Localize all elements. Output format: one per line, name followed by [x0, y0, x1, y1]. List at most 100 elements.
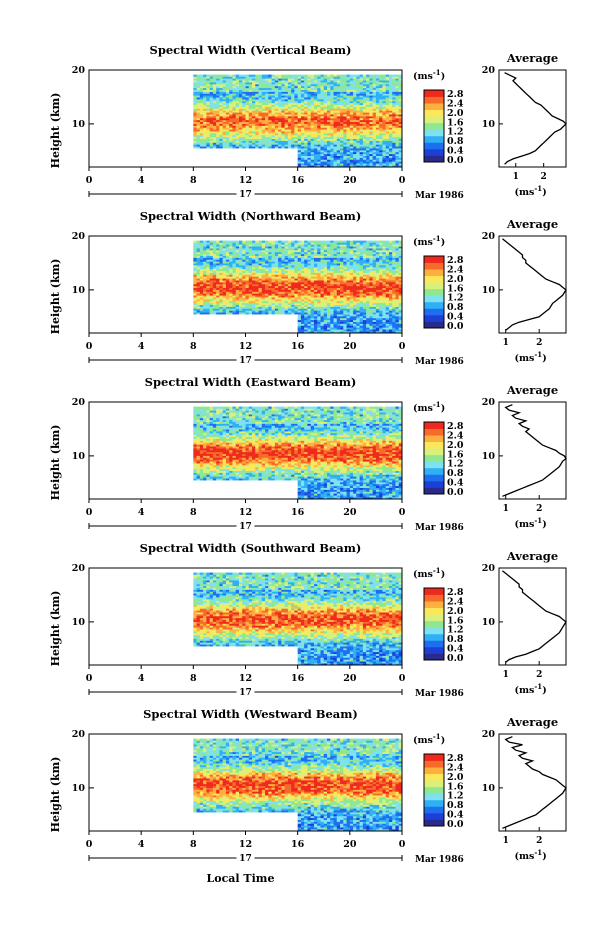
heatmap-cell [385, 117, 390, 121]
heatmap-cell [225, 91, 230, 94]
heatmap-cell [281, 266, 285, 270]
heatmap-cell [196, 306, 201, 309]
heatmap-cell [304, 270, 308, 273]
heatmap-cell [362, 155, 367, 158]
heatmap-cell [375, 102, 380, 106]
heatmap-cell [353, 110, 357, 113]
heatmap-cell [353, 159, 357, 162]
heatmap-cell [235, 125, 240, 128]
heatmap-cell [343, 276, 347, 279]
heatmap-cell [297, 123, 302, 126]
heatmap-cell [346, 142, 351, 145]
heatmap-cell [375, 80, 380, 83]
heatmap-cell [330, 153, 334, 156]
heatmap-cell [317, 283, 321, 287]
heatmap-cell [336, 114, 341, 117]
heatmap-cell [291, 84, 295, 87]
heatmap-cell [242, 272, 246, 275]
heatmap-cell [353, 153, 357, 156]
heatmap-cell [320, 133, 325, 136]
heatmap-cell [245, 121, 250, 124]
heatmap-cell [343, 274, 347, 277]
heatmap-cell [258, 280, 263, 283]
heatmap-cell [304, 144, 308, 147]
heatmap-cell [196, 89, 201, 92]
heatmap-cell [343, 91, 347, 94]
heatmap-cell [294, 78, 298, 81]
heatmap-cell [323, 127, 328, 130]
heatmap-cell [199, 85, 204, 89]
heatmap-cell [216, 240, 220, 243]
heatmap-cell [294, 114, 298, 117]
heatmap-cell [199, 142, 204, 145]
heatmap-cell [274, 300, 279, 304]
heatmap-cell [313, 266, 318, 270]
heatmap-cell [261, 310, 266, 313]
heatmap-cell [261, 248, 266, 251]
heatmap-cell [362, 134, 367, 138]
heatmap-cell [248, 263, 253, 266]
heatmap-cell [310, 97, 315, 100]
heatmap-cell [248, 261, 253, 264]
heatmap-cell [274, 287, 279, 290]
heatmap-cell [284, 276, 289, 279]
heatmap-cell [287, 125, 292, 128]
heatmap-cell [359, 157, 364, 160]
heatmap-cell [333, 157, 338, 160]
heatmap-cell [258, 78, 263, 81]
heatmap-cell [375, 159, 380, 162]
heatmap-cell [353, 282, 357, 285]
heatmap-cell [248, 268, 253, 272]
heatmap-cell [359, 148, 364, 151]
heatmap-cell [323, 259, 328, 262]
heatmap-cell [281, 144, 285, 147]
heatmap-cell [238, 272, 243, 275]
heatmap-cell [349, 261, 354, 264]
heatmap-cell [375, 153, 380, 156]
heatmap-cell [388, 117, 393, 121]
heatmap-cell [284, 282, 289, 285]
heatmap-cell [225, 282, 230, 285]
heatmap-cell [382, 106, 386, 109]
heatmap-cell [366, 151, 370, 155]
heatmap-cell [232, 257, 237, 260]
heatmap-cell [333, 329, 338, 332]
heatmap-cell [398, 74, 403, 77]
colorbar-unit-label-base: (ms [413, 71, 433, 82]
heatmap-cell [336, 266, 341, 270]
heatmap-cell [225, 251, 230, 255]
heatmap-cell [281, 106, 285, 109]
heatmap-cell [229, 240, 233, 243]
heatmap-cell [291, 142, 295, 145]
heatmap-cell [382, 121, 386, 124]
heatmap-cell [265, 146, 269, 149]
heatmap-cell [291, 133, 295, 136]
x-tick-label: 8 [190, 175, 197, 186]
heatmap-cell [304, 259, 308, 262]
heatmap-cell [349, 95, 354, 98]
heatmap-cell [203, 99, 207, 102]
heatmap-cell [261, 253, 266, 256]
heatmap-cell [330, 295, 334, 298]
heatmap-cell [340, 102, 344, 106]
heatmap-cell [320, 300, 325, 304]
heatmap-cell [265, 295, 269, 298]
heatmap-cell [313, 287, 318, 290]
heatmap-cell [265, 268, 269, 272]
heatmap-cell [323, 278, 328, 281]
heatmap-cell [265, 140, 269, 143]
heatmap-cell [340, 117, 344, 121]
heatmap-cell [206, 76, 210, 79]
heatmap-cell [222, 244, 227, 247]
heatmap-cell [343, 144, 347, 147]
heatmap-cell [196, 112, 201, 115]
heatmap-cell [212, 127, 217, 130]
heatmap-cell [336, 283, 341, 287]
heatmap-cell [343, 95, 347, 98]
heatmap-cell [284, 108, 289, 111]
heatmap-cell [209, 251, 214, 255]
heatmap-cell [281, 102, 285, 106]
heatmap-cell [219, 78, 223, 81]
heatmap-cell [278, 129, 282, 132]
heatmap-cell [255, 289, 259, 292]
